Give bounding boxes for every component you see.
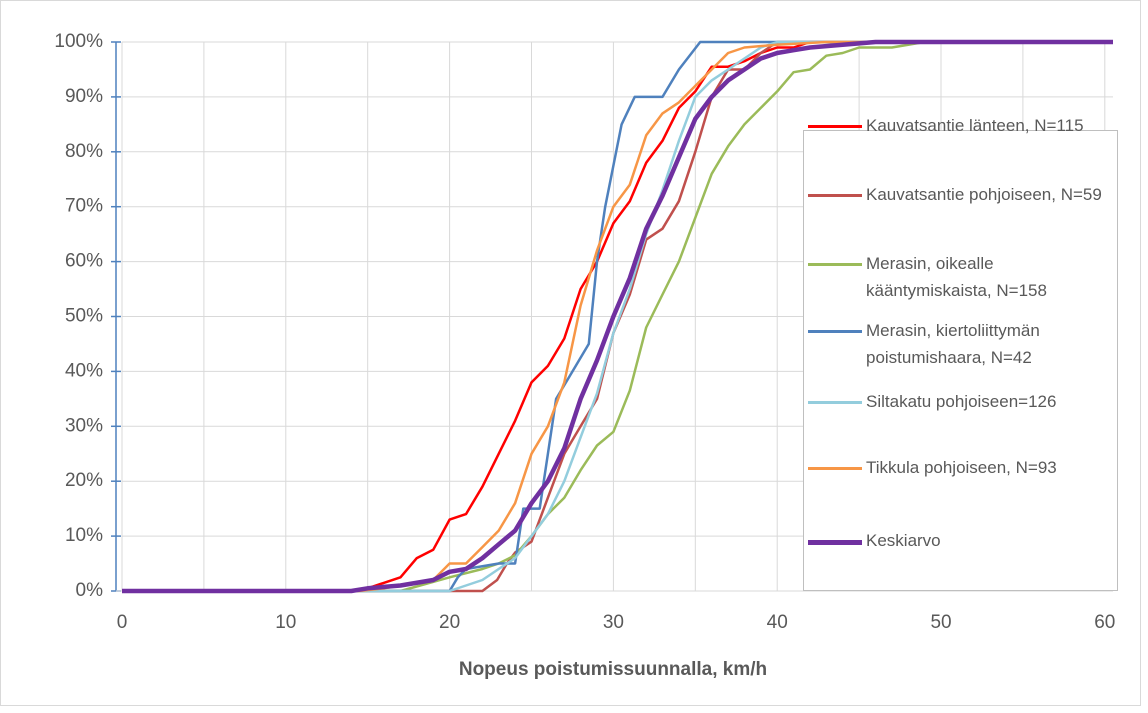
legend-swatch bbox=[808, 467, 862, 470]
y-tick-label: 60% bbox=[65, 251, 103, 272]
y-tick-label: 40% bbox=[65, 360, 103, 381]
x-tick-label: 30 bbox=[603, 612, 624, 633]
legend-item: Tikkula pohjoiseen, N=93 bbox=[808, 454, 1114, 481]
x-tick-label: 20 bbox=[439, 612, 460, 633]
series-line bbox=[122, 40, 1113, 593]
legend-label: Keskiarvo bbox=[866, 531, 941, 550]
legend-label: Merasin, kiertoliittymän poistumishaara,… bbox=[866, 321, 1040, 367]
y-tick-label: 10% bbox=[65, 525, 103, 546]
legend-item: Merasin, oikealle kääntymiskaista, N=158 bbox=[808, 250, 1114, 304]
x-tick-label: 60 bbox=[1094, 612, 1115, 633]
x-axis-title: Nopeus poistumissuunnalla, km/h bbox=[459, 659, 767, 680]
legend-swatch bbox=[808, 330, 862, 333]
y-tick-label: 20% bbox=[65, 470, 103, 491]
y-tick-label: 70% bbox=[65, 196, 103, 217]
legend-item: Kauvatsantie pohjoiseen, N=59 bbox=[808, 181, 1114, 208]
y-tick-label: 0% bbox=[76, 580, 104, 601]
legend-item: Merasin, kiertoliittymän poistumishaara,… bbox=[808, 317, 1114, 371]
series-line bbox=[122, 40, 1113, 593]
legend-item: Keskiarvo bbox=[808, 527, 1114, 554]
legend-label: Tikkula pohjoiseen, N=93 bbox=[866, 458, 1057, 477]
x-tick-label: 10 bbox=[275, 612, 296, 633]
legend-swatch bbox=[808, 194, 862, 197]
x-tick-label: 0 bbox=[117, 612, 128, 633]
x-tick-label: 40 bbox=[767, 612, 788, 633]
y-tick-label: 100% bbox=[54, 31, 103, 52]
y-tick-label: 50% bbox=[65, 306, 103, 327]
legend-item: Kauvatsantie länteen, N=115 bbox=[808, 112, 1114, 139]
legend-swatch bbox=[808, 540, 862, 545]
legend-label: Merasin, oikealle kääntymiskaista, N=158 bbox=[866, 254, 1047, 300]
legend-item: Siltakatu pohjoiseen=126 bbox=[808, 388, 1114, 415]
legend-swatch bbox=[808, 125, 862, 128]
legend-swatch bbox=[808, 263, 862, 266]
legend bbox=[803, 130, 1118, 591]
series-line bbox=[122, 40, 1113, 593]
y-tick-label: 80% bbox=[65, 141, 103, 162]
x-tick-label: 50 bbox=[930, 612, 951, 633]
y-tick-label: 90% bbox=[65, 86, 103, 107]
legend-swatch bbox=[808, 401, 862, 404]
legend-label: Kauvatsantie pohjoiseen, N=59 bbox=[866, 185, 1102, 204]
y-tick-label: 30% bbox=[65, 415, 103, 436]
legend-label: Kauvatsantie länteen, N=115 bbox=[866, 116, 1084, 135]
series-line bbox=[122, 39, 1113, 594]
legend-label: Siltakatu pohjoiseen=126 bbox=[866, 392, 1057, 411]
